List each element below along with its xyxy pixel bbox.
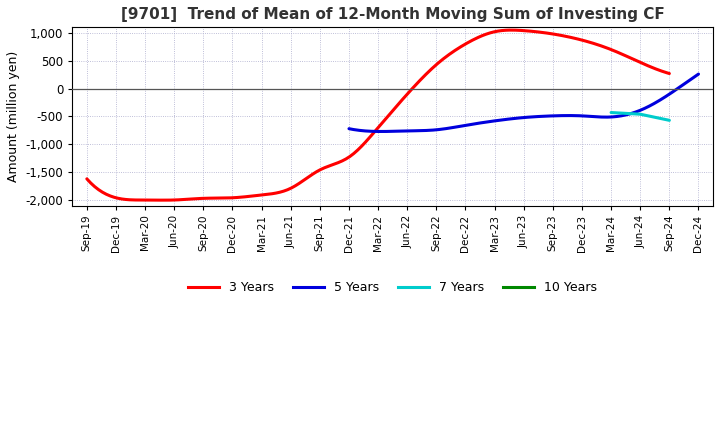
Title: [9701]  Trend of Mean of 12-Month Moving Sum of Investing CF: [9701] Trend of Mean of 12-Month Moving … [121, 7, 665, 22]
Y-axis label: Amount (million yen): Amount (million yen) [7, 51, 20, 182]
Legend: 3 Years, 5 Years, 7 Years, 10 Years: 3 Years, 5 Years, 7 Years, 10 Years [183, 276, 603, 299]
